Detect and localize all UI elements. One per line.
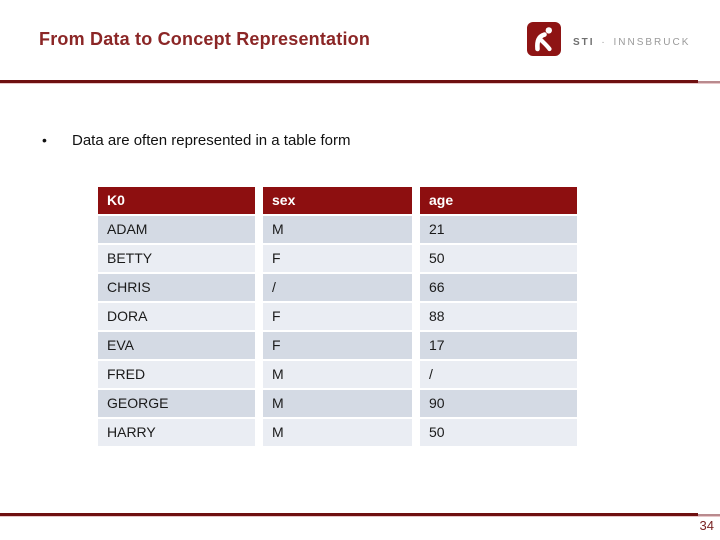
table-cell: F bbox=[263, 245, 412, 272]
sti-runner-icon bbox=[527, 22, 561, 56]
column-header-sex: sex bbox=[263, 187, 412, 214]
table-cell: F bbox=[263, 303, 412, 330]
sti-logo: STI · INNSBRUCK bbox=[527, 22, 690, 56]
footer-divider-underline bbox=[0, 516, 720, 517]
logo-brand: STI bbox=[573, 36, 595, 48]
page-title: From Data to Concept Representation bbox=[39, 29, 371, 49]
table-cell: M bbox=[263, 390, 412, 417]
table-cell: 21 bbox=[420, 216, 577, 243]
footer-divider bbox=[0, 513, 720, 519]
table-cell: FRED bbox=[98, 361, 255, 388]
table-cell: / bbox=[263, 274, 412, 301]
table-cell: 50 bbox=[420, 419, 577, 446]
bullet-text: Data are often represented in a table fo… bbox=[72, 132, 351, 149]
table-cell: GEORGE bbox=[98, 390, 255, 417]
table-cell: 90 bbox=[420, 390, 577, 417]
footer-divider-main bbox=[0, 513, 698, 516]
data-table: K0 sex age ADAM M 21 BETTY F 50 CHRIS / … bbox=[98, 187, 577, 446]
table-cell: DORA bbox=[98, 303, 255, 330]
header-divider bbox=[0, 80, 720, 86]
header-divider-tail bbox=[698, 81, 720, 83]
table-cell: 50 bbox=[420, 245, 577, 272]
column-header-age: age bbox=[420, 187, 577, 214]
bullet-item: • Data are often represented in a table … bbox=[42, 132, 351, 149]
table-cell: M bbox=[263, 216, 412, 243]
column-header-k0: K0 bbox=[98, 187, 255, 214]
header-divider-underline bbox=[0, 83, 720, 84]
table-cell: F bbox=[263, 332, 412, 359]
page-number: 34 bbox=[699, 518, 714, 533]
footer-divider-tail bbox=[698, 514, 720, 516]
logo-separator: · bbox=[601, 36, 607, 48]
table-cell: 88 bbox=[420, 303, 577, 330]
table-cell: EVA bbox=[98, 332, 255, 359]
bullet-marker: • bbox=[42, 132, 47, 148]
table-cell: ADAM bbox=[98, 216, 255, 243]
table-cell: CHRIS bbox=[98, 274, 255, 301]
table-cell: BETTY bbox=[98, 245, 255, 272]
logo-city: INNSBRUCK bbox=[613, 36, 691, 48]
logo-wordmark: STI · INNSBRUCK bbox=[573, 37, 690, 48]
table-cell: M bbox=[263, 419, 412, 446]
table-cell: / bbox=[420, 361, 577, 388]
table-cell: 66 bbox=[420, 274, 577, 301]
table-cell: HARRY bbox=[98, 419, 255, 446]
table-cell: 17 bbox=[420, 332, 577, 359]
table-cell: M bbox=[263, 361, 412, 388]
header-divider-main bbox=[0, 80, 698, 83]
